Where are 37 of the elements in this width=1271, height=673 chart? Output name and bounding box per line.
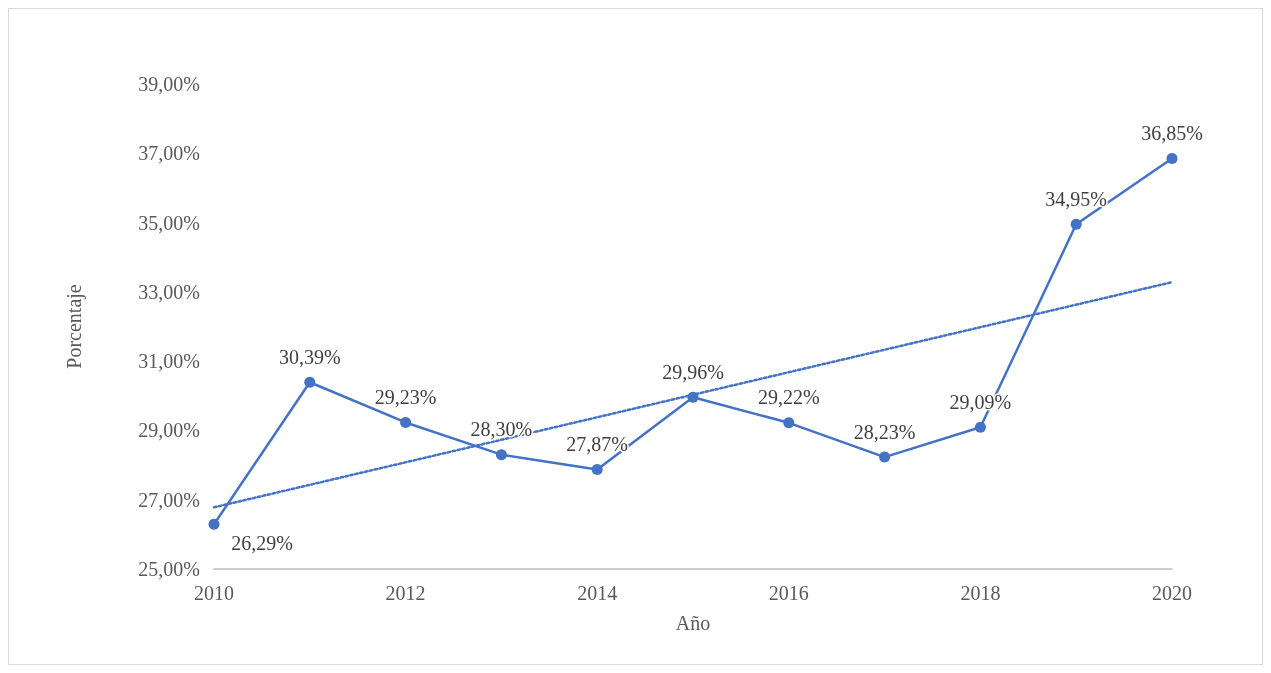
data-label: 28,30% — [470, 418, 533, 441]
y-tick-label: 33,00% — [138, 280, 200, 303]
y-tick-label: 39,00% — [138, 73, 200, 95]
point — [208, 518, 220, 530]
y-tick-label: 31,00% — [138, 350, 200, 373]
point — [400, 416, 412, 428]
data-label: 34,95% — [1045, 187, 1108, 210]
point — [495, 449, 507, 461]
x-tick-label: 2020 — [1152, 582, 1192, 604]
data-label: 30,39% — [278, 345, 341, 368]
data-label: 29,23% — [374, 385, 437, 408]
data-label: 29,22% — [757, 386, 820, 409]
data-label: 36,85% — [1141, 121, 1203, 144]
x-axis-title: Año — [675, 612, 711, 634]
y-tick-label: 35,00% — [138, 211, 200, 234]
point — [783, 417, 795, 429]
x-tick-label: 2016 — [768, 582, 809, 604]
point — [591, 464, 603, 476]
data-label: 29,96% — [662, 360, 724, 383]
point — [1166, 152, 1178, 164]
point — [974, 421, 986, 433]
y-tick-label: 29,00% — [138, 419, 200, 442]
data-label: 27,87% — [566, 433, 629, 456]
point — [879, 451, 891, 463]
point — [1070, 218, 1082, 230]
point — [687, 391, 699, 403]
x-tick-label: 2010 — [194, 582, 234, 604]
y-tick-label: 25,00% — [138, 558, 200, 580]
y-axis-title: Porcentaje — [63, 284, 86, 369]
y-tick-label: 27,00% — [138, 488, 200, 511]
data-label: 26,29% — [231, 531, 293, 554]
data-label: 28,23% — [853, 420, 916, 443]
x-tick-label: 2014 — [577, 582, 618, 604]
x-tick-label: 2012 — [385, 582, 426, 604]
x-tick-label: 2018 — [960, 582, 1001, 604]
point — [304, 376, 316, 388]
y-tick-label: 37,00% — [138, 142, 200, 165]
